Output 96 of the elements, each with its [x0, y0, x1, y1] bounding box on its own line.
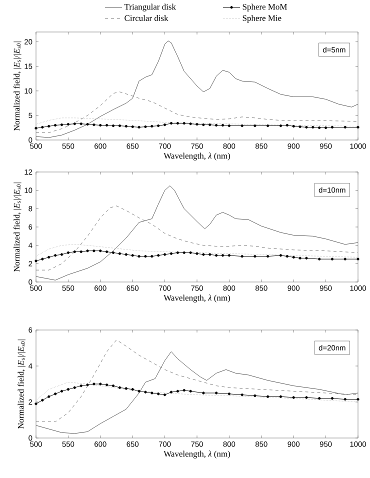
- point: [176, 390, 180, 393]
- point: [170, 390, 173, 394]
- point: [202, 392, 205, 394]
- legend-label: Sphere Mie: [242, 15, 282, 23]
- point: [144, 390, 147, 394]
- point: [66, 388, 70, 391]
- point: [182, 388, 186, 392]
- point: [330, 397, 334, 400]
- line-series: [36, 186, 358, 280]
- point: [286, 254, 289, 258]
- point: [66, 251, 70, 254]
- point: [48, 395, 50, 398]
- x-axis-title: Wavelength, λ (nm): [164, 152, 230, 160]
- point: [157, 392, 160, 396]
- y-axis-title: Normalized field, |E$_{s}$|/|E$_{s0}$|: [18, 340, 26, 429]
- point: [298, 256, 302, 260]
- point: [214, 392, 218, 394]
- y-axis-title: Normalized field, |E$_{s}$|/|E$_{s0}$|: [14, 182, 22, 272]
- point: [34, 260, 38, 262]
- point: [124, 253, 128, 256]
- point: [131, 388, 134, 391]
- point: [266, 254, 270, 258]
- point: [131, 254, 134, 257]
- point: [150, 392, 154, 394]
- point: [279, 395, 282, 398]
- point: [318, 258, 321, 260]
- point: [150, 254, 154, 258]
- point: [163, 253, 166, 256]
- point: [254, 254, 256, 258]
- point: [73, 386, 76, 389]
- point: [221, 254, 224, 257]
- point: [202, 253, 205, 256]
- point: [228, 254, 231, 257]
- point: [54, 392, 57, 396]
- point: [138, 254, 140, 258]
- point: [189, 251, 192, 254]
- point: [266, 395, 270, 398]
- legend-label: Triangular disk: [124, 4, 176, 12]
- point: [344, 398, 346, 401]
- point: [240, 393, 244, 396]
- x-axis-title: Wavelength, λ (nm): [164, 450, 230, 458]
- point: [279, 254, 282, 257]
- point: [138, 390, 140, 393]
- point: [356, 258, 360, 260]
- point: [112, 384, 115, 388]
- point: [60, 390, 64, 393]
- point: [176, 251, 180, 254]
- point: [208, 253, 212, 256]
- point: [118, 252, 122, 255]
- point: [330, 258, 334, 260]
- point: [305, 396, 308, 399]
- point: [170, 252, 173, 255]
- line-series: [36, 206, 358, 270]
- legend-label: Circular disk: [124, 15, 168, 21]
- line-series: [36, 351, 358, 434]
- point: [105, 384, 108, 386]
- point: [344, 258, 346, 260]
- point: [48, 256, 50, 259]
- point: [86, 384, 89, 386]
- point: [60, 253, 64, 256]
- point: [157, 254, 160, 257]
- y-axis-title: Normalized field, |E$_{s}$|/|E$_{s0}$|: [14, 42, 22, 131]
- point: [73, 250, 76, 254]
- point: [80, 250, 82, 254]
- point: [41, 398, 44, 402]
- point: [305, 256, 308, 260]
- point: [189, 390, 192, 393]
- point: [214, 254, 218, 257]
- point: [292, 396, 295, 399]
- point: [112, 251, 115, 254]
- point: [196, 252, 198, 255]
- point: [144, 254, 147, 258]
- point: [292, 256, 295, 259]
- point: [124, 387, 128, 390]
- point: [254, 394, 256, 398]
- point: [118, 386, 122, 389]
- point: [163, 393, 166, 396]
- point: [318, 397, 321, 400]
- point: [240, 254, 244, 258]
- point: [92, 249, 96, 252]
- x-axis-title: Wavelength, λ (nm): [164, 294, 230, 302]
- point: [99, 382, 102, 386]
- point: [92, 382, 96, 386]
- point: [228, 392, 231, 396]
- point: [99, 249, 102, 252]
- point: [356, 398, 360, 401]
- point: [34, 402, 38, 406]
- point: [86, 249, 89, 252]
- point: [54, 254, 57, 257]
- point: [80, 384, 82, 388]
- line-series: [36, 92, 358, 133]
- point: [105, 250, 108, 254]
- legend-label: Sphere MoM: [242, 4, 287, 12]
- point: [182, 251, 186, 254]
- line-series: [36, 40, 358, 138]
- point: [41, 258, 44, 260]
